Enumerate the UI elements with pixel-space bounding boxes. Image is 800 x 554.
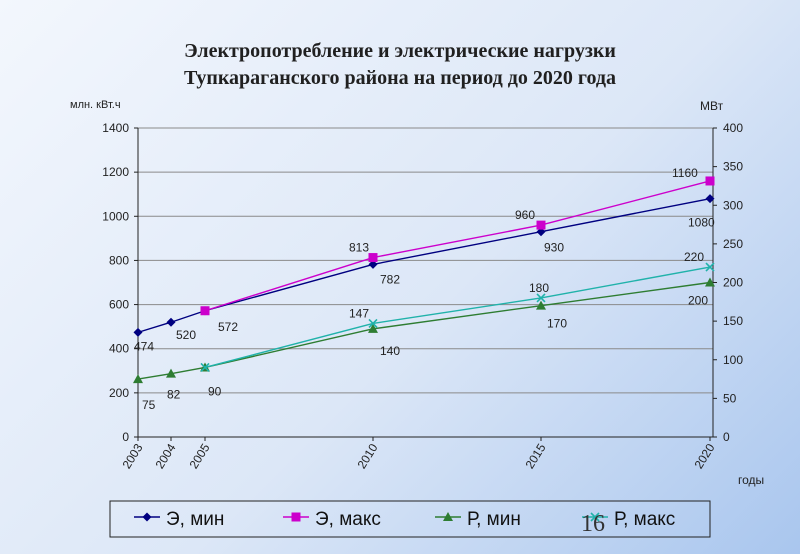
- series-3-point: [166, 368, 176, 378]
- left-y-tick-label: 600: [109, 298, 129, 312]
- legend-marker-4: [590, 512, 600, 522]
- left-y-tick-label: 1200: [102, 165, 129, 179]
- data-label: 813: [349, 241, 369, 255]
- legend-label-4: Р, макс: [614, 509, 675, 530]
- legend-marker-2: [291, 512, 301, 522]
- right-y-axis-title: МВт: [700, 99, 724, 113]
- data-label: 82: [167, 388, 181, 402]
- data-label: 180: [529, 281, 549, 295]
- data-label: 140: [380, 344, 400, 358]
- series-1-point: [368, 259, 378, 269]
- data-label: 220: [684, 250, 704, 264]
- x-tick-label: 2015: [523, 441, 549, 471]
- x-tick-label: 2010: [355, 441, 381, 471]
- legend-box: [109, 500, 711, 538]
- left-y-tick-label: 800: [109, 253, 129, 267]
- right-y-tick-label: 300: [723, 198, 743, 212]
- legend-label-1: Э, мин: [166, 509, 224, 530]
- series-4-point: [368, 318, 378, 329]
- x-tick-label: 2020: [692, 441, 718, 471]
- data-label: 930: [544, 241, 564, 255]
- right-y-tick-label: 250: [723, 237, 743, 251]
- left-y-axis-title: млн. кВт.ч: [70, 99, 121, 111]
- series-2-point: [536, 220, 546, 230]
- data-label: 170: [547, 317, 567, 331]
- series-1-point: [133, 327, 143, 337]
- data-label: 90: [208, 384, 222, 398]
- right-y-tick-label: 100: [723, 353, 743, 367]
- right-y-tick-label: 50: [723, 391, 737, 405]
- data-label: 474: [134, 339, 154, 353]
- data-label: 520: [176, 328, 196, 342]
- data-label: 572: [218, 320, 238, 334]
- right-y-tick-label: 350: [723, 160, 743, 174]
- x-tick-label: 2003: [120, 441, 146, 471]
- left-y-tick-label: 200: [109, 386, 129, 400]
- left-y-tick-label: 400: [109, 342, 129, 356]
- right-y-tick-label: 0: [723, 430, 730, 444]
- series-1-point: [705, 194, 715, 204]
- series-4-point: [200, 362, 210, 373]
- legend-marker-1: [142, 512, 152, 522]
- legend-label-2: Э, макс: [315, 509, 381, 530]
- data-label: 75: [142, 398, 156, 412]
- series-4-point: [705, 262, 715, 272]
- chart-title-line-1: Электропотребление и электрические нагру…: [184, 40, 616, 62]
- series-3-point: [705, 277, 715, 287]
- series-4-point: [536, 293, 546, 303]
- data-label: 782: [380, 272, 400, 286]
- page-number: 16: [581, 511, 605, 537]
- series-2-point: [705, 176, 715, 186]
- data-label: 960: [515, 208, 535, 222]
- legend-label-3: Р, мин: [467, 509, 521, 530]
- data-label: 200: [688, 294, 708, 308]
- legend-marker-3: [443, 512, 453, 521]
- series-2-point: [200, 306, 210, 316]
- right-y-tick-label: 200: [723, 276, 743, 290]
- x-tick-label: 2004: [153, 441, 179, 471]
- data-label: 147: [349, 306, 369, 320]
- chart-title-line-2: Тупкараганского района на период до 2020…: [183, 67, 617, 89]
- right-y-tick-label: 400: [723, 121, 743, 135]
- series-3-point: [536, 300, 546, 310]
- series-line-1: [137, 197, 711, 334]
- left-y-tick-label: 0: [122, 430, 129, 444]
- right-y-tick-label: 150: [723, 314, 743, 328]
- left-y-tick-label: 1400: [102, 121, 129, 135]
- series-1-point: [166, 317, 176, 327]
- series-2-point: [368, 253, 378, 263]
- series-3-point: [133, 374, 143, 384]
- left-y-tick-label: 1000: [102, 209, 129, 223]
- series-line-2: [204, 180, 711, 312]
- x-axis-title: годы: [738, 473, 764, 487]
- series-line-4: [204, 266, 711, 369]
- series-3-point: [368, 323, 378, 333]
- x-tick-label: 2005: [187, 441, 213, 471]
- data-label: 1080: [688, 216, 715, 230]
- data-label: 1160: [672, 166, 698, 180]
- series-line-3: [137, 281, 711, 380]
- chart-title: Электропотребление и электрические нагру…: [0, 38, 800, 92]
